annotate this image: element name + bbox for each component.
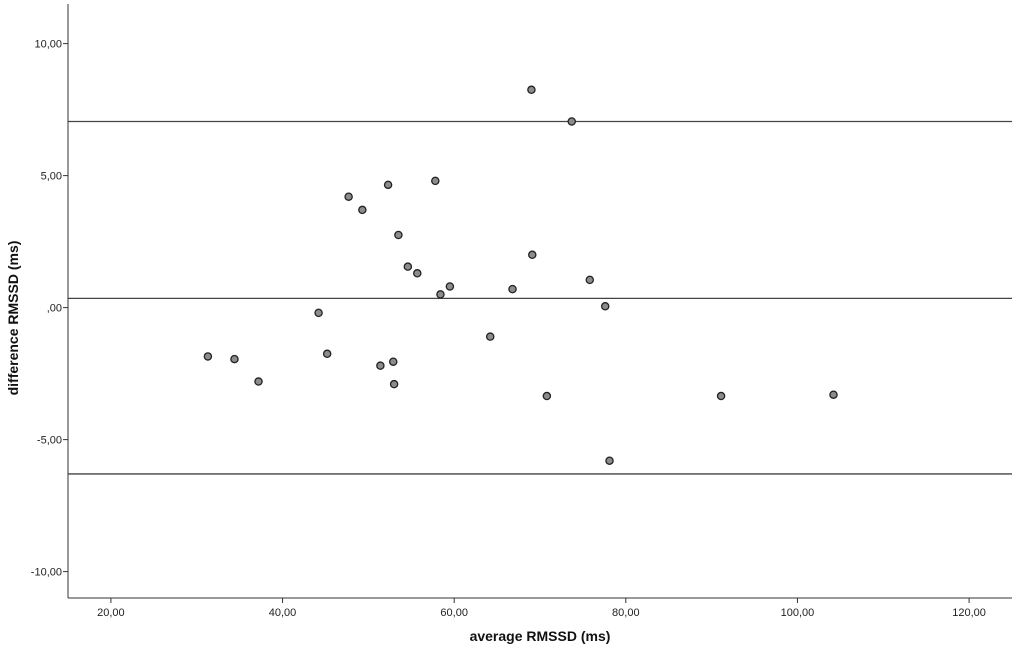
scatter-point xyxy=(383,180,393,190)
y-axis-ticks: 10,00 5,00 ,00 -5,00 -10,00 xyxy=(31,39,68,579)
x-tick-label: 40,00 xyxy=(269,607,297,619)
scatter-point xyxy=(567,117,577,126)
x-tick-label: 120,00 xyxy=(952,607,986,619)
scatter-point xyxy=(600,302,610,311)
x-tick-label: 60,00 xyxy=(440,607,468,619)
y-axis-title: difference RMSSD (ms) xyxy=(5,241,21,396)
scatter-point xyxy=(376,361,385,370)
scatter-point xyxy=(528,250,537,260)
scatter-point xyxy=(358,205,367,215)
x-axis-title: average RMSSD (ms) xyxy=(470,628,611,644)
y-tick-label: -10,00 xyxy=(31,567,62,579)
scatter-point xyxy=(403,262,413,271)
axes xyxy=(67,4,1012,599)
scatter-point xyxy=(542,391,552,401)
x-tick-label: 100,00 xyxy=(781,607,815,619)
scatter-point xyxy=(394,230,403,240)
scatter-point xyxy=(716,391,726,401)
scatter-point xyxy=(605,456,614,465)
scatter-point xyxy=(445,282,455,291)
scatter-point xyxy=(485,332,495,341)
scatter-point xyxy=(585,275,595,285)
y-tick-label: ,00 xyxy=(47,303,62,315)
scatter-point xyxy=(829,390,838,399)
x-axis-ticks: 20,00 40,00 60,00 80,00 100,00 120,00 xyxy=(97,598,986,619)
scatter-point xyxy=(203,352,213,361)
scatter-point xyxy=(254,377,263,386)
y-tick-label: -5,00 xyxy=(37,435,62,447)
scatter-point xyxy=(413,269,422,278)
scatter-point xyxy=(230,354,239,364)
x-tick-label: 20,00 xyxy=(97,607,125,619)
scatter-point xyxy=(344,192,353,201)
scatter-point xyxy=(322,349,332,359)
y-tick-label: 5,00 xyxy=(41,171,62,183)
scatter-point xyxy=(389,379,399,389)
scatter-point xyxy=(436,290,445,299)
y-tick-label: 10,00 xyxy=(34,39,62,51)
x-tick-label: 80,00 xyxy=(612,607,640,619)
scatter-point xyxy=(389,357,398,366)
scatter-point xyxy=(431,176,440,186)
data-points xyxy=(203,85,838,465)
scatter-point xyxy=(508,284,517,294)
scatter-point xyxy=(527,85,536,95)
scatter-point xyxy=(314,308,323,318)
reference-lines xyxy=(68,120,1012,475)
